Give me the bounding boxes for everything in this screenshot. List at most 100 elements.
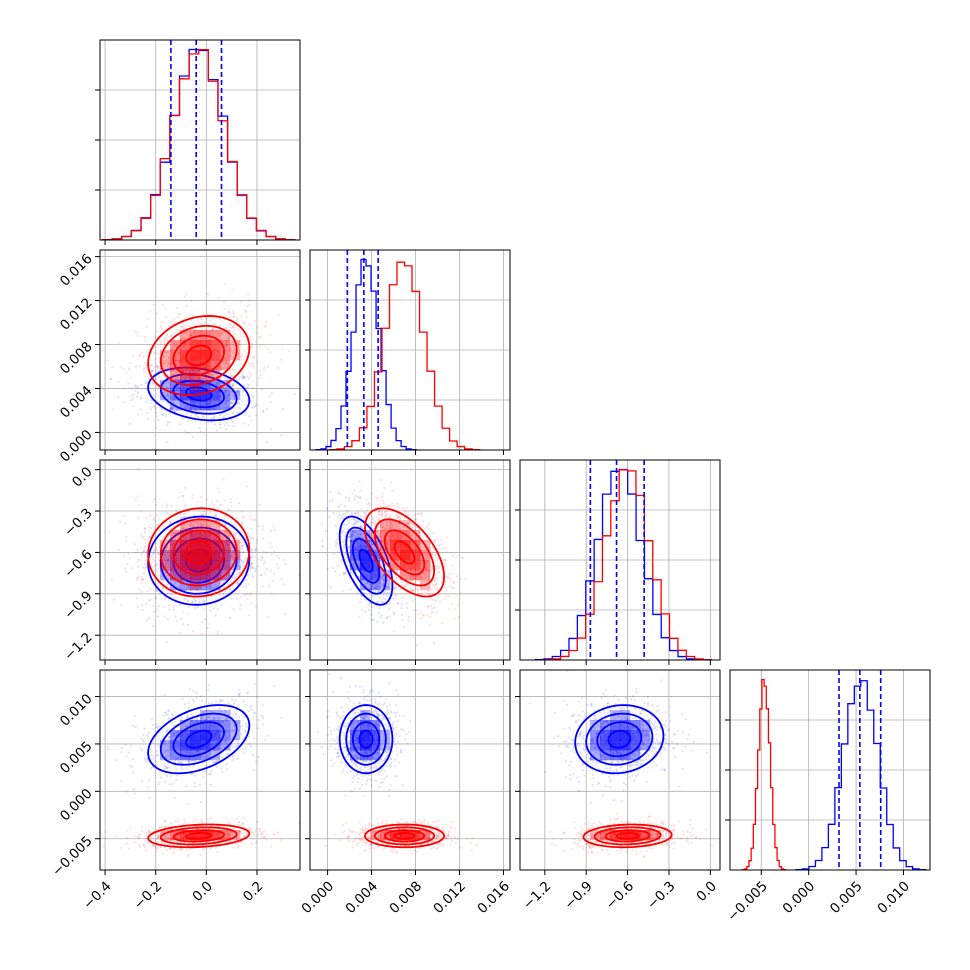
sample-point bbox=[145, 363, 148, 367]
sample-point bbox=[234, 359, 238, 362]
sample-point bbox=[157, 419, 160, 422]
sample-point bbox=[223, 406, 226, 410]
sample-point bbox=[213, 708, 216, 711]
sample-point bbox=[228, 723, 231, 726]
sample-point bbox=[219, 324, 222, 327]
density-cell bbox=[220, 360, 231, 371]
sample-point bbox=[388, 602, 391, 605]
sample-point bbox=[151, 524, 154, 527]
sample-point bbox=[373, 546, 376, 549]
sample-point bbox=[277, 567, 280, 570]
sample-point bbox=[348, 535, 351, 538]
sample-point bbox=[198, 600, 201, 604]
sample-point bbox=[139, 397, 142, 400]
sample-point bbox=[433, 598, 436, 601]
sample-point bbox=[201, 523, 204, 527]
sample-point bbox=[242, 376, 245, 379]
sample-point bbox=[163, 554, 167, 557]
grid bbox=[100, 250, 300, 450]
sample-point bbox=[165, 547, 168, 550]
sample-point bbox=[180, 766, 183, 769]
sample-point bbox=[161, 413, 164, 416]
sample-point bbox=[388, 527, 391, 531]
sample-point bbox=[428, 569, 431, 572]
sample-point bbox=[204, 317, 207, 320]
sample-point bbox=[354, 512, 357, 515]
sample-point bbox=[154, 548, 157, 551]
sample-point bbox=[412, 523, 415, 526]
sample-point bbox=[433, 539, 436, 542]
sample-point bbox=[380, 576, 383, 579]
sample-point bbox=[359, 489, 362, 492]
sample-point bbox=[228, 738, 232, 742]
sample-point bbox=[441, 547, 444, 551]
sample-point bbox=[188, 376, 191, 379]
sample-point bbox=[125, 790, 128, 793]
panel-frame bbox=[99, 249, 301, 451]
sample-point bbox=[232, 410, 235, 414]
sample-point bbox=[432, 585, 435, 588]
sample-point bbox=[239, 355, 242, 358]
sample-point bbox=[427, 571, 430, 574]
sample-point bbox=[425, 590, 429, 594]
sample-point bbox=[432, 547, 435, 550]
sample-point bbox=[438, 550, 441, 553]
sample-point bbox=[215, 765, 218, 769]
sample-point bbox=[177, 534, 180, 537]
density-cell bbox=[180, 350, 191, 361]
sample-point bbox=[179, 516, 182, 519]
sample-point bbox=[265, 407, 269, 410]
sample-point bbox=[372, 540, 376, 543]
sample-point bbox=[273, 549, 276, 553]
density-cell bbox=[190, 520, 201, 531]
sample-point bbox=[137, 504, 140, 507]
sample-point bbox=[352, 523, 355, 526]
sample-point bbox=[194, 521, 197, 524]
sample-point bbox=[97, 604, 99, 606]
sample-point bbox=[419, 586, 422, 589]
sample-point bbox=[151, 545, 154, 548]
sample-point bbox=[134, 390, 137, 393]
sample-point bbox=[251, 566, 255, 570]
sample-point bbox=[423, 546, 426, 549]
sample-point bbox=[248, 592, 251, 595]
density-cell bbox=[350, 560, 361, 571]
sample-point bbox=[228, 402, 231, 405]
sample-point bbox=[165, 546, 168, 549]
sample-point bbox=[268, 395, 271, 398]
sample-point bbox=[237, 556, 240, 559]
sample-point bbox=[216, 633, 219, 636]
sample-point bbox=[216, 608, 220, 611]
sample-point bbox=[243, 349, 246, 352]
sample-point bbox=[153, 516, 156, 519]
sample-point bbox=[236, 539, 239, 542]
sample-point bbox=[224, 389, 228, 392]
sample-point bbox=[178, 406, 181, 409]
sample-point bbox=[200, 505, 203, 508]
sample-point bbox=[400, 602, 404, 605]
sample-point bbox=[177, 385, 180, 389]
density-cell bbox=[160, 360, 171, 371]
sample-point bbox=[381, 575, 384, 578]
sample-point bbox=[226, 560, 229, 563]
sample-point bbox=[205, 331, 208, 334]
sample-point bbox=[459, 592, 462, 595]
sample-point bbox=[251, 386, 254, 389]
sample-point bbox=[280, 358, 283, 361]
sample-point bbox=[207, 373, 211, 376]
sample-point bbox=[242, 335, 245, 338]
sample-point bbox=[207, 420, 210, 423]
density-cell bbox=[210, 340, 221, 351]
sample-point bbox=[358, 615, 361, 618]
sample-point bbox=[210, 374, 213, 377]
sample-point bbox=[367, 532, 371, 535]
sample-point bbox=[220, 395, 223, 398]
sample-point bbox=[190, 319, 193, 322]
sample-point bbox=[184, 404, 188, 408]
sample-point bbox=[145, 559, 148, 562]
sample-point bbox=[354, 522, 357, 525]
sample-point bbox=[215, 570, 218, 573]
sample-point bbox=[174, 531, 177, 534]
sample-point bbox=[190, 603, 194, 606]
sample-point bbox=[209, 585, 212, 588]
